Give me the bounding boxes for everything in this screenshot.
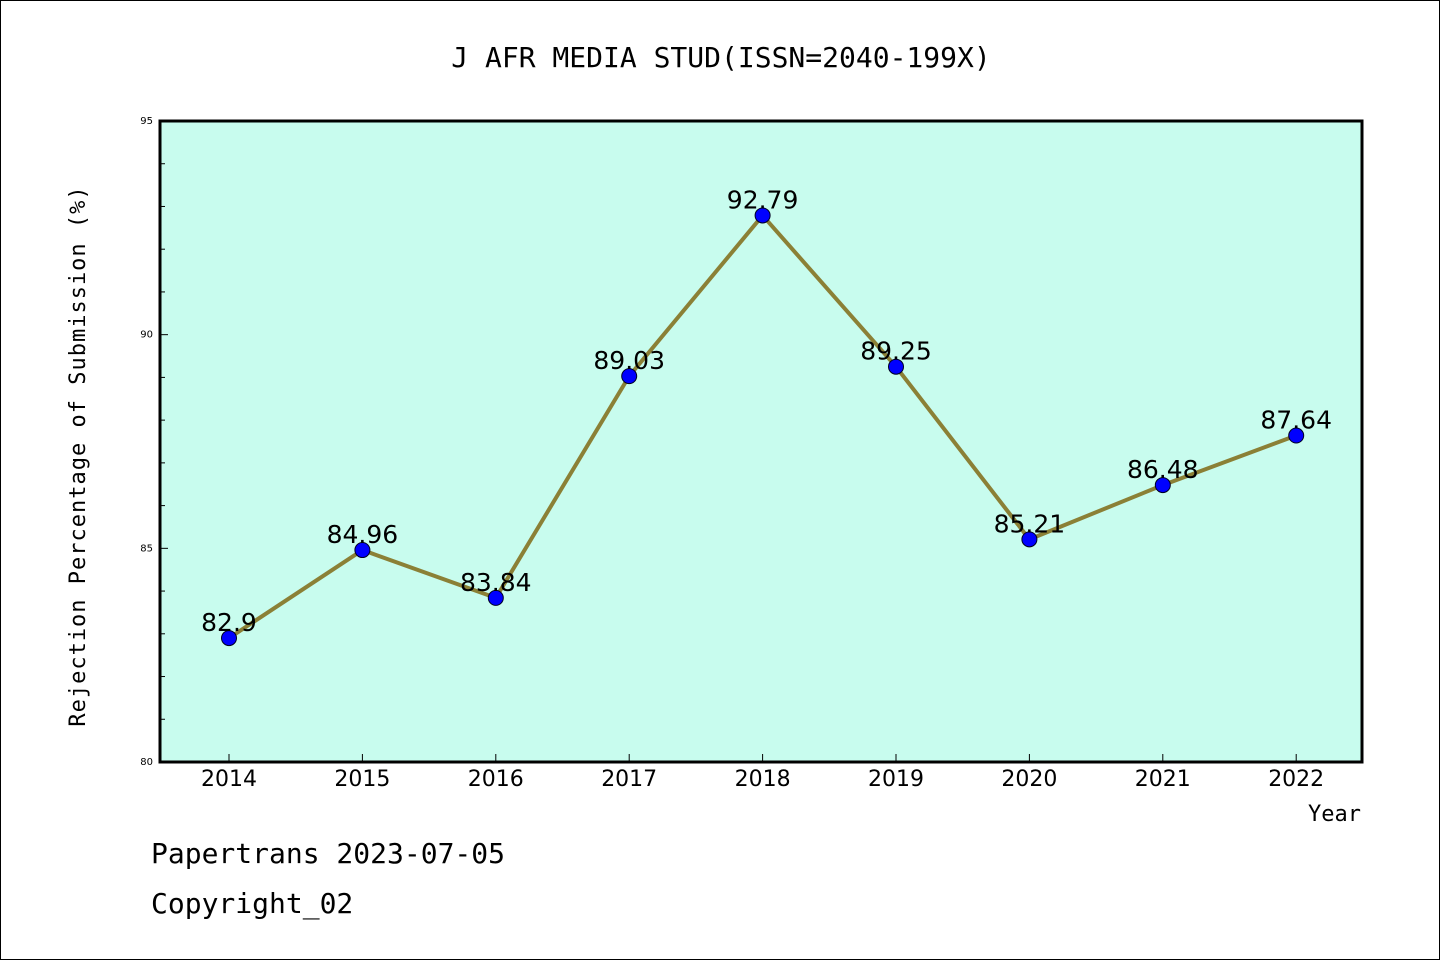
data-label: 84.96: [327, 520, 399, 549]
x-axis-ticks: 2014 2015 2016 2017 2018 2019 2020 2021 2022: [201, 754, 1324, 792]
data-point: [754, 207, 771, 224]
footer-date: Papertrans 2023-07-05: [151, 837, 506, 870]
x-tick-label: 2015: [334, 767, 390, 792]
data-label: 82.9: [201, 608, 257, 637]
x-tick-label: 2014: [201, 767, 257, 792]
data-label: 85.21: [994, 509, 1066, 538]
data-point: [1288, 427, 1305, 444]
plot-area: [158, 119, 1364, 764]
data-label: 89.03: [593, 346, 665, 375]
data-labels: 82.9 84.96 83.84 89.03 92.79 89.25 85.21 86.48 8…: [201, 185, 1332, 637]
data-point: [354, 542, 371, 559]
x-tick-label: 2018: [735, 767, 791, 792]
data-label: 89.25: [860, 337, 932, 366]
chart-title: J AFR MEDIA STUD(ISSN=2040-199X): [451, 41, 990, 74]
data-label: 87.64: [1260, 406, 1332, 435]
y-tick-label: 85: [140, 543, 153, 554]
x-axis-label: Year: [1308, 802, 1361, 827]
x-tick-label: 2017: [601, 767, 657, 792]
x-tick-label: 2020: [1001, 767, 1057, 792]
data-point: [221, 630, 237, 647]
x-tick-label: 2019: [868, 767, 924, 792]
data-label: 83.84: [460, 568, 532, 597]
y-tick-label: 95: [140, 116, 153, 127]
data-point: [1154, 477, 1171, 494]
y-tick-label: 80: [140, 757, 153, 768]
data-label: 86.48: [1127, 455, 1199, 484]
y-axis-ticks: 80 85 90 95: [140, 116, 168, 768]
y-axis-label: Rejection Percentage of Submission (%): [66, 185, 91, 726]
data-point: [621, 368, 638, 385]
data-point: [1021, 531, 1038, 548]
x-tick-label: 2021: [1135, 767, 1191, 792]
y-tick-label: 90: [140, 330, 153, 341]
markers: [221, 207, 1305, 647]
data-point: [487, 589, 504, 606]
data-point: [888, 358, 904, 375]
x-tick-label: 2022: [1268, 767, 1324, 792]
footer-copyright: Copyright_02: [151, 887, 354, 920]
x-tick-label: 2016: [468, 767, 524, 792]
data-label: 92.79: [727, 185, 799, 214]
